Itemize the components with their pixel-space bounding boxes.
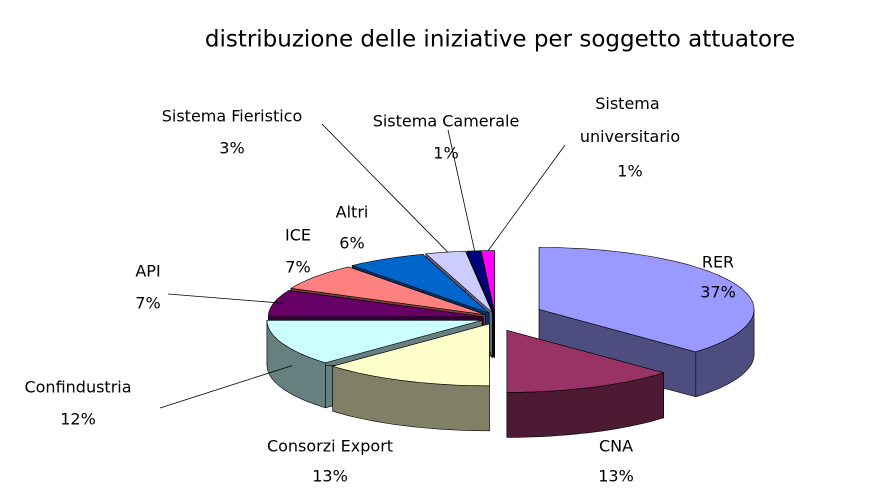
- leader-line: [167, 293, 285, 304]
- slice-top: [466, 250, 495, 313]
- slice-label: CNA: [599, 437, 633, 456]
- slice-label: Sistema Fieristico: [162, 107, 303, 126]
- slice-label: Confindustria: [24, 378, 131, 397]
- slice-label: Consorzi Export: [267, 437, 393, 456]
- slice-top: [506, 330, 665, 393]
- slice-label: Sistema universitario: [580, 94, 680, 146]
- slice-label: RER: [702, 253, 734, 272]
- slice-label: Altri: [336, 203, 369, 222]
- value-label: 13%: [312, 467, 348, 486]
- chart-title: distribuzione delle iniziative per sogge…: [205, 27, 795, 53]
- slice: [331, 323, 490, 432]
- value-label: 1%: [617, 162, 642, 181]
- value-label: 3%: [219, 139, 244, 158]
- value-label: 37%: [700, 283, 736, 302]
- slice: [506, 330, 665, 438]
- slice-top: [425, 250, 493, 313]
- value-label: 12%: [60, 410, 96, 429]
- leader-line: [159, 365, 293, 409]
- slice-top: [331, 323, 490, 387]
- slice-top: [290, 266, 486, 315]
- slice-top: [267, 290, 484, 318]
- slice-label: Sistema Camerale: [373, 112, 520, 131]
- slice-top: [351, 253, 490, 314]
- value-label: 13%: [598, 467, 634, 486]
- slice-label: ICE: [285, 226, 311, 245]
- leader-line: [487, 144, 566, 251]
- value-label: 1%: [433, 144, 458, 163]
- value-label: 7%: [285, 258, 310, 277]
- slice-label: API: [135, 262, 160, 281]
- leader-line: [321, 123, 449, 253]
- value-label: 7%: [135, 294, 160, 313]
- slice-top: [266, 320, 483, 364]
- leader-line: [447, 129, 475, 251]
- value-label: 6%: [339, 234, 364, 253]
- slice-top: [480, 250, 495, 313]
- slice-top: [538, 247, 755, 353]
